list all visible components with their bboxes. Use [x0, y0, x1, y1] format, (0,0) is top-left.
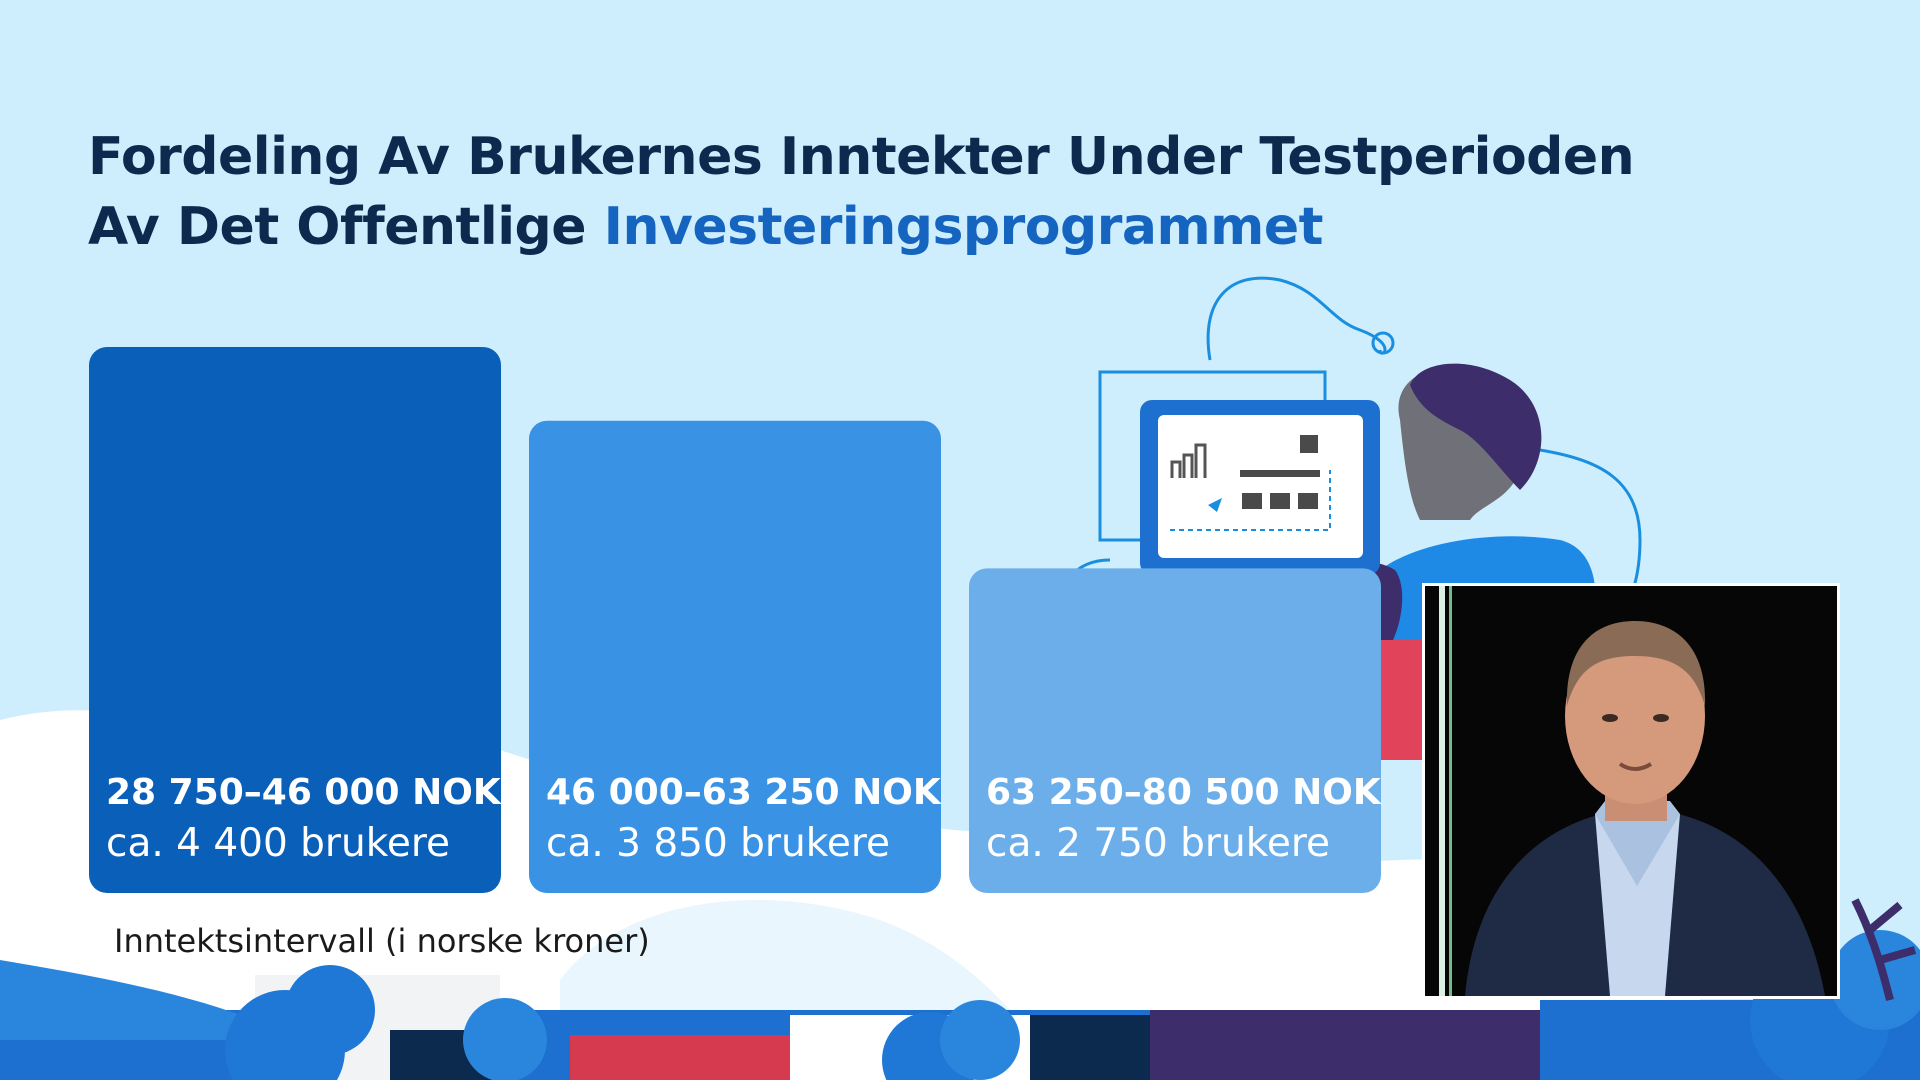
- presenter-icon: [1425, 586, 1837, 996]
- bar-2: [529, 420, 941, 893]
- building-icon: [570, 1035, 800, 1080]
- bar-value-label: ca. 4 400 brukere: [106, 821, 450, 866]
- title-line-2-prefix: Av Det Offentlige: [88, 197, 587, 257]
- tree-icon: [940, 1000, 1020, 1080]
- bar-category-label: 63 250–80 500 NOK: [986, 772, 1382, 813]
- bar-category-label: 28 750–46 000 NOK: [106, 772, 502, 813]
- x-axis-label: Inntektsintervall (i norske kroner): [114, 922, 650, 960]
- presenter-video-inset: [1422, 583, 1840, 999]
- building-icon: [1150, 1010, 1550, 1080]
- cloud-shape: [560, 900, 1020, 1020]
- bar-value-label: ca. 3 850 brukere: [546, 821, 890, 866]
- hill-shape: [0, 960, 300, 1040]
- tree-icon: [285, 965, 375, 1055]
- tree-icon: [463, 998, 547, 1080]
- bar-1: [89, 347, 501, 893]
- building-icon: [1030, 1015, 1170, 1080]
- title-accent: Investeringsprogrammet: [603, 197, 1324, 257]
- title-line-2: Av Det Offentlige Investeringsprogrammet: [88, 192, 1634, 262]
- bar-value-label: ca. 2 750 brukere: [986, 821, 1330, 866]
- page-title: Fordeling Av Brukernes Inntekter Under T…: [88, 122, 1635, 262]
- title-line-1: Fordeling Av Brukernes Inntekter Under T…: [88, 127, 1635, 187]
- bar-category-label: 46 000–63 250 NOK: [546, 772, 942, 813]
- branch-icon: [1851, 898, 1917, 1001]
- bar-3: [969, 568, 1381, 893]
